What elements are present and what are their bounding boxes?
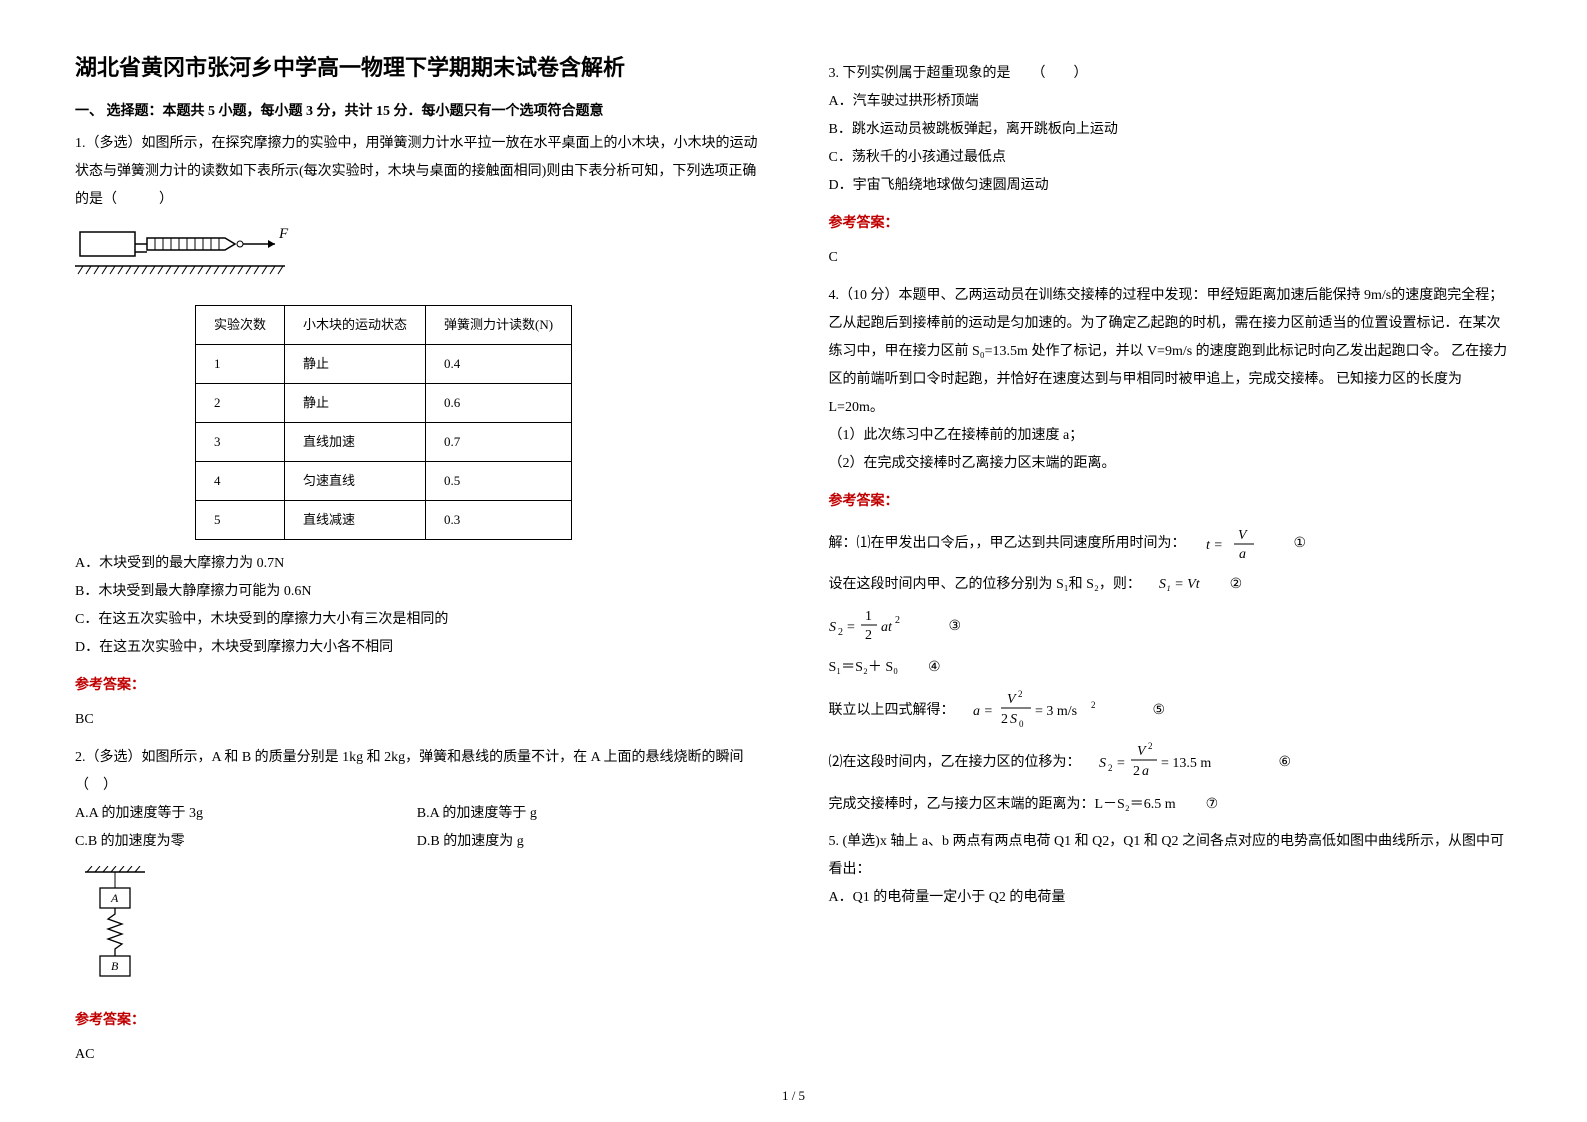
svg-text:a: a <box>1239 547 1246 562</box>
q1-table: 实验次数 小木块的运动状态 弹簧测力计读数(N) 1静止0.4 2静止0.6 3… <box>195 305 572 540</box>
svg-text:2: 2 <box>865 628 872 643</box>
question-4: 4.（10 分）本题甲、乙两运动员在训练交接棒的过程中发现：甲经短距离加速后能保… <box>829 282 1513 818</box>
q3-answer: C <box>829 244 1513 272</box>
table-row: 4匀速直线0.5 <box>196 462 572 501</box>
exam-title: 湖北省黄冈市张河乡中学高一物理下学期期末试卷含解析 <box>75 50 759 82</box>
q1-option-b: B．木块受到最大静摩擦力可能为 0.6N <box>75 578 759 606</box>
section-1-header: 一、 选择题：本题共 5 小题，每小题 3 分，共计 15 分．每小题只有一个选… <box>75 100 759 120</box>
svg-text:1: 1 <box>865 609 872 624</box>
q4-sol-5: 联立以上四式解得： a = V 2 2 S 0 = 3 m/s 2 ⑤ <box>829 688 1513 732</box>
question-5: 5. (单选)x 轴上 a、b 两点有两点电荷 Q1 和 Q2，Q1 和 Q2 … <box>829 828 1513 912</box>
svg-text:2: 2 <box>1148 741 1153 751</box>
q2-option-b: B.A 的加速度等于 g <box>417 800 759 828</box>
question-1: 1.（多选）如图所示，在探究摩擦力的实验中，用弹簧测力计水平拉一放在水平桌面上的… <box>75 130 759 734</box>
svg-text:0: 0 <box>1019 719 1024 729</box>
q5-option-a: A．Q1 的电荷量一定小于 Q2 的电荷量 <box>829 884 1513 912</box>
svg-text:V: V <box>1137 744 1147 759</box>
svg-text:a =: a = <box>973 704 993 719</box>
q3-option-c: C．荡秋千的小孩通过最低点 <box>829 144 1513 172</box>
formula-icon: a = V 2 2 S 0 = 3 m/s 2 <box>973 688 1123 732</box>
svg-text:2: 2 <box>1108 763 1113 773</box>
answer-label: 参考答案： <box>829 488 1513 516</box>
left-column: 湖北省黄冈市张河乡中学高一物理下学期期末试卷含解析 一、 选择题：本题共 5 小… <box>40 50 794 1092</box>
svg-text:= 13.5 m: = 13.5 m <box>1161 756 1211 771</box>
q4-sol-7: 完成交接棒时，乙与接力区末端的距离为：L－S₂＝6.5 m ⑦ <box>829 792 1513 817</box>
q3-stem: 3. 下列实例属于超重现象的是 （ ） <box>829 60 1513 88</box>
table-header: 小木块的运动状态 <box>285 306 426 345</box>
answer-label: 参考答案： <box>829 210 1513 238</box>
svg-text:S: S <box>1010 712 1017 727</box>
q4-stem: 4.（10 分）本题甲、乙两运动员在训练交接棒的过程中发现：甲经短距离加速后能保… <box>829 282 1513 422</box>
svg-text:t =: t = <box>1206 538 1223 553</box>
q2-stem: 2.（多选）如图所示，A 和 B 的质量分别是 1kg 和 2kg，弹簧和悬线的… <box>75 744 759 800</box>
svg-text:2: 2 <box>1001 712 1008 727</box>
table-row: 1静止0.4 <box>196 345 572 384</box>
q3-option-d: D．宇宙飞船绕地球做匀速圆周运动 <box>829 172 1513 200</box>
svg-text:2: 2 <box>895 615 900 626</box>
question-2: 2.（多选）如图所示，A 和 B 的质量分别是 1kg 和 2kg，弹簧和悬线的… <box>75 744 759 1069</box>
answer-label: 参考答案： <box>75 1007 759 1035</box>
formula-icon: S 2 = V 2 2 a = 13.5 m <box>1099 740 1249 784</box>
q1-figure: F <box>75 224 759 295</box>
q3-option-b: B．跳水运动员被跳板弹起，离开跳板向上运动 <box>829 116 1513 144</box>
q2-option-c: C.B 的加速度为零 <box>75 828 417 856</box>
q2-figure: A B <box>75 866 759 997</box>
q2-option-d: D.B 的加速度为 g <box>417 828 759 856</box>
q1-answer: BC <box>75 706 759 734</box>
formula-icon: t = V a <box>1204 524 1264 564</box>
q2-option-a: A.A 的加速度等于 3g <box>75 800 417 828</box>
q4-sol-6: ⑵在这段时间内，乙在接力区的位移为： S 2 = V 2 2 a = 13.5 … <box>829 740 1513 784</box>
svg-text:S: S <box>829 620 836 635</box>
right-column: 3. 下列实例属于超重现象的是 （ ） A．汽车驶过拱形桥顶端 B．跳水运动员被… <box>794 50 1548 1092</box>
q1-stem: 1.（多选）如图所示，在探究摩擦力的实验中，用弹簧测力计水平拉一放在水平桌面上的… <box>75 130 759 214</box>
page-number: 1 / 5 <box>782 1088 805 1104</box>
q4-sol-3: S 2 = 1 2 at 2 ③ <box>829 605 1513 647</box>
block-label-A: A <box>110 891 119 905</box>
svg-text:= 3 m/s: = 3 m/s <box>1035 704 1077 719</box>
svg-text:a: a <box>1142 764 1149 779</box>
q3-option-a: A．汽车驶过拱形桥顶端 <box>829 88 1513 116</box>
q2-answer: AC <box>75 1041 759 1069</box>
svg-text:at: at <box>881 620 893 635</box>
table-header: 实验次数 <box>196 306 285 345</box>
svg-text:V: V <box>1238 528 1248 543</box>
svg-text:2: 2 <box>1018 689 1023 699</box>
table-row: 5直线减速0.3 <box>196 501 572 540</box>
q5-stem: 5. (单选)x 轴上 a、b 两点有两点电荷 Q1 和 Q2，Q1 和 Q2 … <box>829 828 1513 884</box>
formula-icon: S 2 = 1 2 at 2 <box>829 605 919 647</box>
q1-option-c: C．在这五次实验中，木块受到的摩擦力大小有三次是相同的 <box>75 606 759 634</box>
question-3: 3. 下列实例属于超重现象的是 （ ） A．汽车驶过拱形桥顶端 B．跳水运动员被… <box>829 60 1513 272</box>
svg-text:2: 2 <box>838 627 843 638</box>
block-label-B: B <box>111 959 119 973</box>
q4-sub1: （1）此次练习中乙在接棒前的加速度 a； <box>829 422 1513 450</box>
q4-sub2: （2）在完成交接棒时乙离接力区末端的距离。 <box>829 450 1513 478</box>
q1-option-a: A．木块受到的最大摩擦力为 0.7N <box>75 550 759 578</box>
force-label-F: F <box>278 226 289 242</box>
table-row: 2静止0.6 <box>196 384 572 423</box>
svg-text:2: 2 <box>1133 764 1140 779</box>
svg-text:=: = <box>847 620 855 635</box>
q4-sol-1: 解：⑴在甲发出口令后，，甲乙达到共同速度所用时间为： t = V a ① <box>829 524 1513 564</box>
table-row: 3直线加速0.7 <box>196 423 572 462</box>
q1-option-d: D．在这五次实验中，木块受到摩擦力大小各不相同 <box>75 634 759 662</box>
svg-text:V: V <box>1007 692 1017 707</box>
q4-sol-2: 设在这段时间内甲、乙的位移分别为 S₁和 S₂，则： S₁ = Vt ② <box>829 572 1513 597</box>
svg-text:S: S <box>1099 756 1106 771</box>
answer-label: 参考答案： <box>75 672 759 700</box>
svg-text:=: = <box>1117 756 1125 771</box>
svg-text:2: 2 <box>1091 700 1096 710</box>
table-header: 弹簧测力计读数(N) <box>426 306 572 345</box>
q4-sol-4: S₁＝S₂＋ S₀ ④ <box>829 655 1513 680</box>
